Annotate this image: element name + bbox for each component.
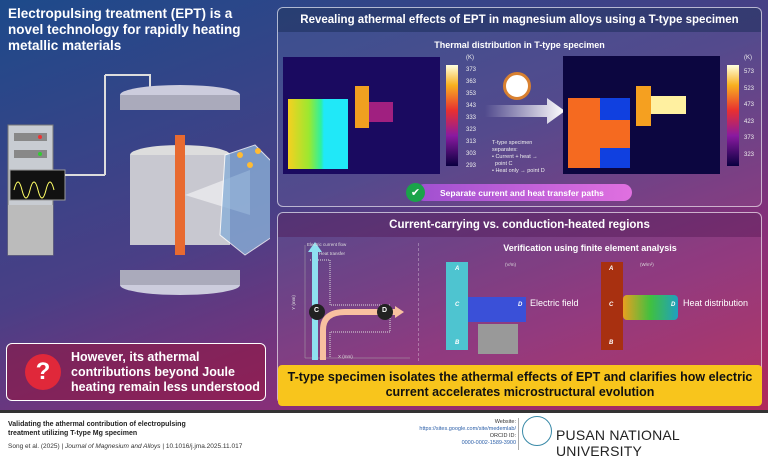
- note-line: point C: [492, 161, 513, 167]
- heat-distribution-fea: [601, 262, 678, 350]
- fea-left-unit: (V/m): [505, 262, 516, 267]
- note-line: separates:: [492, 147, 518, 153]
- tick: 333: [466, 115, 477, 121]
- fea-right-b: B: [609, 340, 614, 346]
- tick: 323: [744, 151, 755, 158]
- tick: 373: [466, 67, 477, 73]
- tick: 313: [466, 139, 477, 145]
- note-line: • Heat only → point D: [492, 168, 545, 174]
- fea-right-a: A: [609, 266, 614, 272]
- regions-panel-title: Current-carrying vs. conduction-heated r…: [278, 213, 761, 237]
- note-line: T-type specimen: [492, 140, 533, 146]
- tick: 323: [466, 127, 477, 133]
- legend-current: Electric current flow: [307, 242, 347, 247]
- footer: Validating the athermal contribution of …: [0, 410, 768, 459]
- thermal-image-before: [283, 57, 440, 174]
- electric-field-label: Electric field: [530, 298, 579, 308]
- point-d: D: [382, 307, 388, 314]
- fea-right-c: C: [609, 302, 614, 308]
- colorbar-before: [446, 65, 458, 166]
- tick: 343: [466, 103, 477, 109]
- specimen-note: T-type specimen separates: • Current + hea…: [492, 126, 545, 189]
- ept-apparatus-illustration: [7, 74, 270, 295]
- fea-right-d: D: [671, 302, 676, 308]
- tick: 573: [744, 69, 755, 75]
- colorbar-after-labels: (K) 573 523 473 423 373 323: [744, 52, 754, 163]
- fea-left-a: A: [455, 266, 460, 272]
- tick: 353: [466, 91, 477, 97]
- graphical-abstract: Electropulsing treatment (EPT) is a nove…: [0, 0, 768, 410]
- website-link[interactable]: https://sites.google.com/site/medemlab/: [419, 426, 516, 432]
- path-diagram: [304, 242, 410, 360]
- colorbar-before-labels: (K) 373 363 353 343 333 323 313 303 293: [466, 52, 476, 172]
- doi-link[interactable]: 10.1016/j.jma.2025.11.017: [165, 443, 243, 450]
- fea-right-unit: (W/m²): [640, 262, 654, 267]
- fea-left-c: C: [455, 302, 460, 308]
- legend-heat: Heat transfer: [319, 251, 346, 256]
- y-axis-label: Y (mm): [290, 295, 296, 310]
- fea-left-d: D: [518, 302, 523, 308]
- journal: Journal of Magnesium and Alloys: [65, 443, 161, 450]
- university-seal-logo: [522, 416, 552, 446]
- unit: (K): [466, 55, 474, 61]
- orcid-label: ORCID ID:: [489, 433, 516, 439]
- tick: 423: [744, 118, 755, 125]
- research-gap-box: ? However, its athermal contributions be…: [6, 343, 266, 401]
- research-gap-text: However, its athermal contributions beyo…: [71, 349, 260, 394]
- tick: 293: [466, 163, 477, 169]
- clock-icon: [503, 72, 531, 100]
- thermal-subtitle: Thermal distribution in T-type specimen: [434, 40, 605, 50]
- tick: 473: [744, 102, 755, 108]
- thermal-image-after: [563, 56, 720, 174]
- tick: 373: [744, 135, 755, 141]
- orcid-link[interactable]: 0000-0002-1589-3900: [461, 440, 516, 446]
- contact-info: Website: https://sites.google.com/site/m…: [390, 419, 516, 447]
- fea-title: Verification using finite element analys…: [503, 243, 677, 253]
- intro-title: Electropulsing treatment (EPT) is a nove…: [8, 6, 241, 53]
- authors: Song et al. (2025): [8, 443, 60, 450]
- colorbar-after: [727, 65, 739, 166]
- conclusion-banner: T-type specimen isolates the athermal ef…: [278, 365, 762, 406]
- tick: 523: [744, 85, 755, 92]
- fea-left-b: B: [455, 340, 460, 346]
- note-line: • Current + heat →: [492, 154, 538, 160]
- divider: [418, 243, 419, 361]
- separate-paths-badge: Separate current and heat transfer paths: [416, 184, 632, 201]
- check-icon: ✔: [406, 183, 425, 202]
- point-c: C: [314, 307, 320, 314]
- footer-divider: [518, 418, 519, 450]
- unit: (K): [744, 55, 752, 61]
- citation: Song et al. (2025) | Journal of Magnesiu…: [8, 443, 243, 450]
- question-mark-icon: ?: [25, 354, 61, 390]
- tick: 363: [466, 79, 477, 85]
- paper-title: Validating the athermal contribution of …: [8, 421, 186, 437]
- arrow-icon: [485, 98, 565, 124]
- university-name: PUSAN NATIONAL UNIVERSITY: [556, 427, 680, 459]
- x-axis-label: X (mm): [338, 354, 353, 359]
- website-label: Website:: [494, 419, 516, 425]
- thermal-panel-title: Revealing athermal effects of EPT in mag…: [278, 8, 761, 32]
- electric-field-fea: [446, 262, 526, 354]
- heat-distribution-label: Heat distribution: [683, 298, 749, 308]
- tick: 303: [466, 151, 477, 157]
